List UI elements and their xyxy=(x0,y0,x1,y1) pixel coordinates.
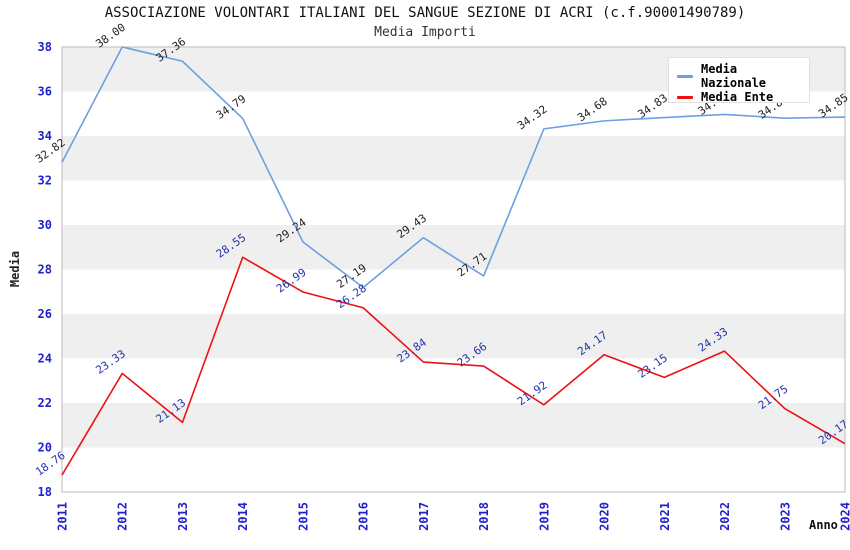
legend-item-media-nazionale: Media Nazionale xyxy=(677,62,801,90)
grid-band xyxy=(62,403,845,448)
x-tick-label: 2015 xyxy=(296,502,310,531)
value-label: 34.32 xyxy=(515,103,550,133)
y-tick-label: 24 xyxy=(38,352,52,366)
value-label: 38.00 xyxy=(93,21,128,51)
y-tick-label: 28 xyxy=(38,263,52,277)
grid-band xyxy=(62,225,845,270)
legend-item-media-ente: Media Ente xyxy=(677,90,801,104)
x-tick-label: 2020 xyxy=(598,502,612,531)
plot-border xyxy=(61,46,846,493)
series-line-media-nazionale xyxy=(61,46,846,289)
x-tick-label: 2018 xyxy=(477,502,491,531)
x-tick-label: 2017 xyxy=(417,502,431,531)
grid-band xyxy=(62,136,845,181)
x-tick-label: 2012 xyxy=(116,502,130,531)
y-tick-label: 20 xyxy=(38,441,52,455)
x-tick-label: 2016 xyxy=(357,502,371,531)
y-tick-label: 18 xyxy=(38,485,52,499)
x-tick-label: 2019 xyxy=(537,502,551,531)
legend-line-swatch-nazionale xyxy=(677,74,693,78)
y-tick-label: 34 xyxy=(38,129,52,143)
value-label: 26.99 xyxy=(274,266,309,296)
y-tick-label: 36 xyxy=(38,85,52,99)
legend-line-swatch-ente xyxy=(677,95,693,99)
value-label: 34.83 xyxy=(635,91,670,121)
legend: Media Nazionale Media Ente xyxy=(668,57,810,104)
x-tick-label: 2013 xyxy=(176,502,190,531)
series-line-media-ente xyxy=(61,256,846,476)
chart-subtitle: Media Importi xyxy=(374,25,476,40)
x-tick-label: 2022 xyxy=(718,502,732,531)
x-tick-label: 2021 xyxy=(658,502,672,531)
x-tick-label: 2011 xyxy=(56,502,70,531)
x-tick-label: 2023 xyxy=(778,502,792,531)
value-label: 34.68 xyxy=(575,95,610,125)
y-tick-label: 30 xyxy=(38,218,52,232)
x-tick-label: 2024 xyxy=(839,502,850,531)
x-axis-title: Anno xyxy=(809,518,838,532)
y-tick-label: 38 xyxy=(38,40,52,54)
y-axis-title: Media xyxy=(8,250,23,288)
y-tick-label: 32 xyxy=(38,174,52,188)
y-tick-label: 26 xyxy=(38,307,52,321)
y-tick-label: 22 xyxy=(38,396,52,410)
x-tick-label: 2014 xyxy=(236,502,250,531)
chart-title: ASSOCIAZIONE VOLONTARI ITALIANI DEL SANG… xyxy=(104,5,746,21)
legend-label-ente: Media Ente xyxy=(701,90,774,104)
grid-band xyxy=(62,314,845,359)
legend-label-nazionale: Media Nazionale xyxy=(701,62,767,90)
